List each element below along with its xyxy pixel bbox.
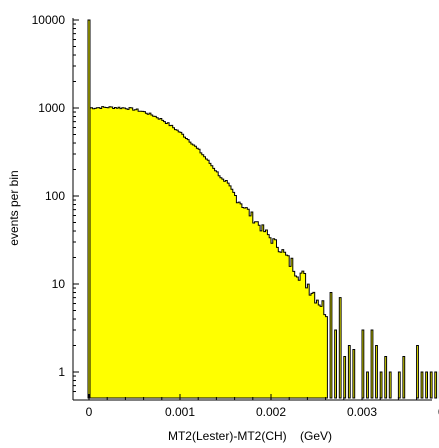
- x-tick-label: 0.003: [347, 405, 377, 419]
- histogram-spike-bar: [87, 19, 91, 399]
- x-tick-label: 0.001: [165, 405, 195, 419]
- histogram-bar: [343, 356, 347, 399]
- histogram-bar: [366, 371, 369, 399]
- x-tick-label: 0.002: [256, 405, 286, 419]
- y-tick-label: 1000: [38, 101, 65, 115]
- histogram-bar: [347, 345, 351, 399]
- histogram-bar: [388, 371, 392, 399]
- histogram-bar: [334, 329, 338, 399]
- histogram-body: [88, 106, 328, 399]
- histogram-bar: [329, 292, 333, 399]
- histogram-bar: [425, 371, 429, 399]
- histogram-bar: [429, 371, 433, 399]
- histogram-bars: [87, 19, 439, 399]
- histogram-bar: [397, 371, 401, 399]
- x-tick-label: 0.004: [438, 405, 439, 419]
- x-tick-label: 0: [86, 405, 93, 419]
- y-tick-label: 1: [58, 365, 65, 379]
- y-tick-label: 10000: [32, 13, 66, 27]
- histogram-bar: [338, 297, 342, 399]
- histogram-bar: [352, 349, 356, 399]
- histogram-bar: [375, 345, 378, 399]
- histogram-bar: [361, 329, 365, 399]
- histogram-bar: [416, 345, 419, 399]
- y-axis: 1 10 100 1000 10000: [32, 13, 79, 400]
- y-tick-label: 100: [45, 189, 65, 203]
- histogram-bar: [402, 356, 406, 399]
- histogram-bar: [379, 371, 383, 399]
- y-tick-label: 10: [52, 277, 66, 291]
- y-axis-label: events per bin: [7, 170, 21, 245]
- x-axis-label: MT2(Lester)-MT2(CH) (GeV): [168, 429, 332, 443]
- histogram-bar: [384, 356, 388, 399]
- histogram-bar: [434, 371, 438, 399]
- histogram-bar: [420, 371, 424, 399]
- histogram-bar: [370, 329, 374, 399]
